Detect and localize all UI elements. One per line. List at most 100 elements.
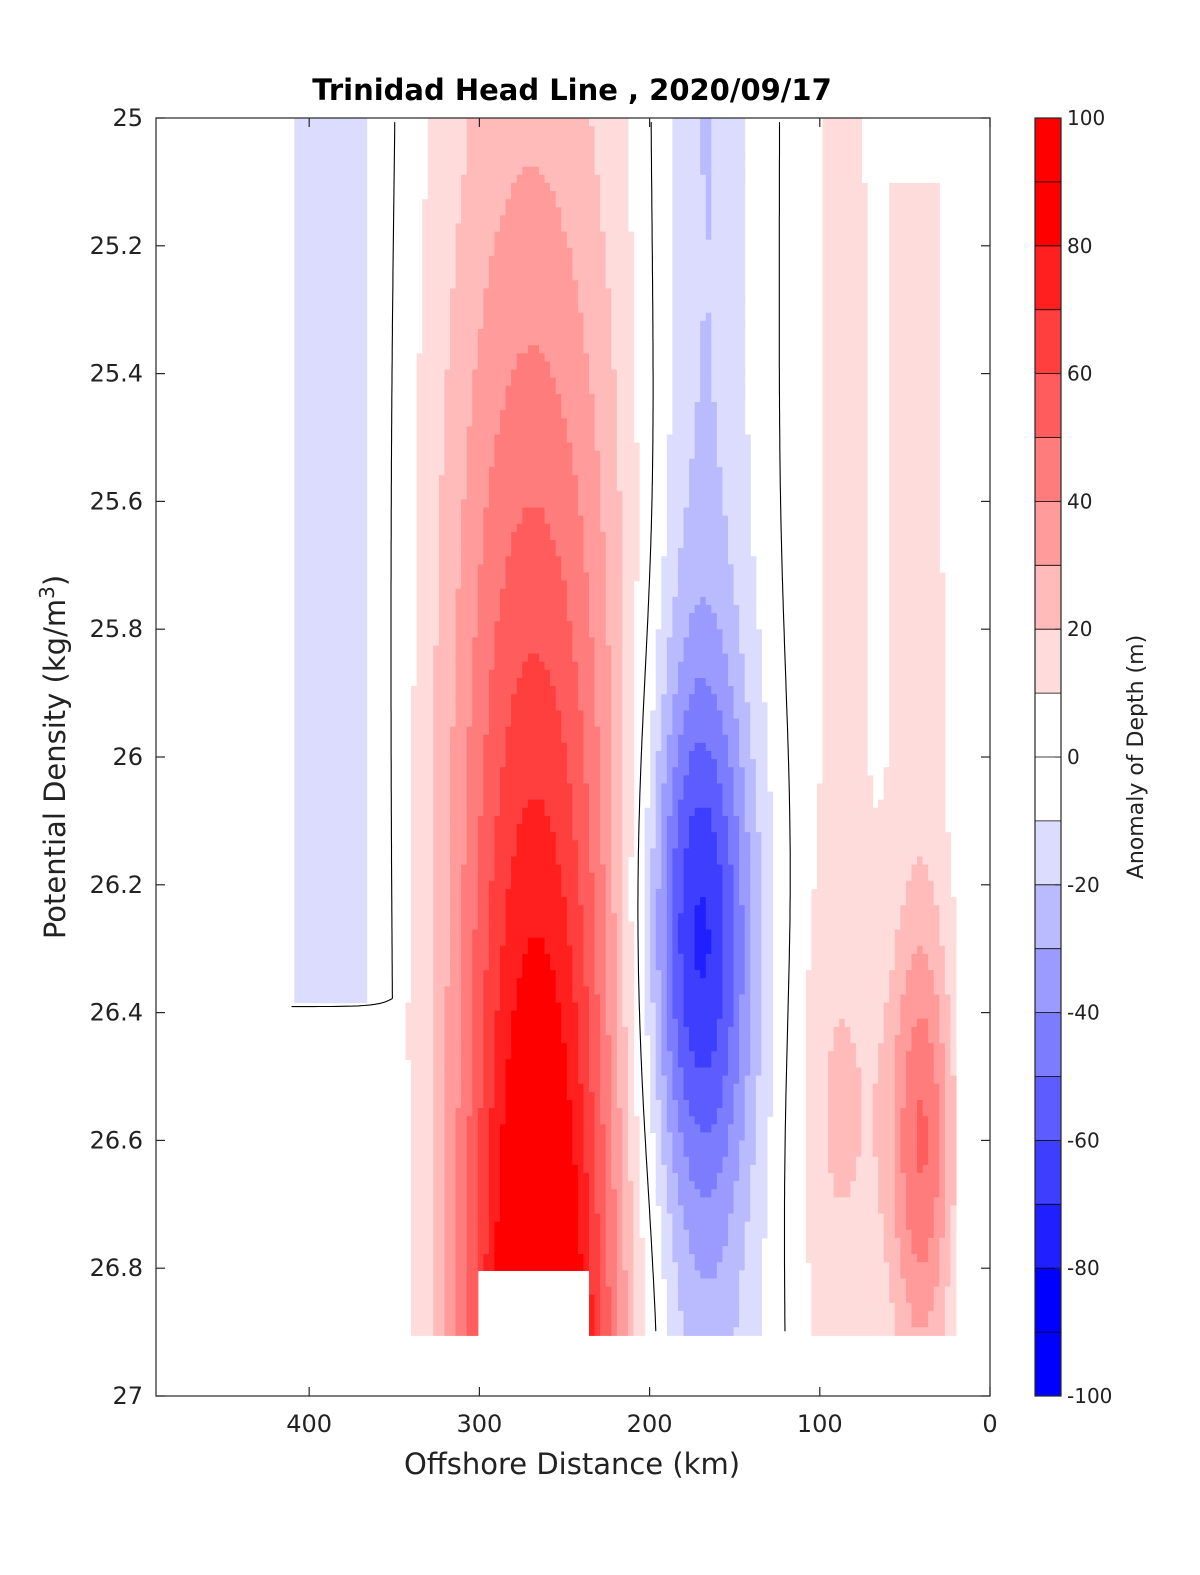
field-cell	[416, 442, 423, 452]
field-cell	[316, 239, 323, 249]
field-cell	[316, 304, 323, 314]
field-cell	[839, 150, 846, 160]
field-cell	[311, 223, 318, 233]
field-cell	[828, 402, 835, 411]
field-cell	[922, 499, 929, 509]
field-cell	[566, 247, 573, 257]
field-cell	[850, 466, 857, 476]
field-cell	[550, 580, 557, 590]
field-cell	[900, 353, 907, 363]
field-cell	[828, 158, 835, 168]
field-cell	[422, 499, 429, 509]
field-cell	[733, 458, 740, 468]
field-cell	[555, 402, 562, 411]
field-cell	[739, 410, 746, 419]
field-cell	[739, 580, 746, 590]
field-cell	[533, 369, 540, 379]
field-cell	[728, 288, 735, 298]
field-cell	[450, 329, 457, 338]
field-cell	[299, 475, 307, 484]
field-cell	[355, 604, 362, 614]
field-cell	[461, 458, 468, 468]
field-cell	[461, 369, 468, 379]
field-cell	[494, 361, 501, 371]
field-cell	[322, 296, 329, 306]
field-cell	[444, 304, 451, 314]
field-cell	[505, 207, 512, 216]
field-cell	[627, 361, 635, 371]
field-cell	[544, 231, 551, 241]
field-cell	[900, 264, 907, 273]
field-cell	[422, 458, 429, 468]
field-cell	[705, 556, 712, 565]
field-cell	[461, 596, 468, 606]
field-cell	[444, 564, 451, 574]
field-cell	[600, 199, 607, 208]
field-cell	[566, 580, 573, 590]
field-cell	[894, 450, 901, 460]
field-cell	[928, 564, 935, 574]
field-cell	[450, 126, 457, 135]
field-cell	[488, 369, 496, 379]
field-cell	[922, 507, 929, 517]
field-cell	[911, 337, 918, 346]
field-cell	[516, 466, 523, 476]
field-cell	[338, 483, 345, 492]
field-cell	[349, 182, 357, 192]
field-cell	[561, 418, 568, 427]
field-cell	[438, 491, 446, 501]
field-cell	[689, 377, 696, 387]
field-cell	[933, 182, 940, 192]
field-cell	[511, 231, 518, 241]
field-cell	[728, 158, 735, 168]
field-cell	[311, 499, 318, 509]
field-cell	[316, 337, 323, 346]
field-cell	[850, 580, 857, 590]
field-cell	[694, 296, 701, 306]
field-cell	[361, 377, 368, 387]
field-cell	[689, 385, 696, 395]
field-cell	[466, 223, 473, 233]
field-cell	[700, 491, 707, 501]
field-cell	[488, 604, 496, 614]
field-cell	[422, 385, 429, 395]
field-cell	[427, 450, 434, 460]
field-cell	[294, 613, 301, 622]
field-cell	[855, 255, 863, 265]
field-cell	[900, 329, 907, 338]
field-cell	[427, 199, 434, 208]
field-cell	[689, 264, 696, 273]
field-cell	[677, 548, 685, 557]
field-cell	[700, 369, 707, 379]
field-cell	[561, 564, 568, 574]
field-cell	[305, 564, 312, 574]
field-cell	[844, 588, 851, 598]
field-cell	[311, 182, 318, 192]
field-cell	[583, 158, 590, 168]
field-cell	[527, 239, 534, 249]
field-cell	[527, 369, 534, 379]
field-cell	[483, 337, 490, 346]
field-cell	[427, 353, 434, 363]
field-cell	[455, 531, 462, 541]
field-cell	[694, 247, 701, 257]
field-cell	[855, 596, 863, 606]
field-cell	[444, 523, 451, 533]
field-cell	[327, 223, 334, 233]
field-cell	[361, 572, 368, 582]
field-cell	[844, 572, 851, 582]
field-cell	[316, 434, 323, 444]
field-cell	[294, 556, 301, 565]
field-cell	[839, 255, 846, 265]
field-cell	[522, 466, 529, 476]
field-cell	[905, 596, 913, 606]
field-cell	[561, 475, 568, 484]
field-cell	[433, 523, 440, 533]
field-cell	[666, 450, 673, 460]
field-cell	[355, 166, 362, 176]
field-cell	[683, 499, 690, 509]
field-cell	[477, 296, 484, 306]
field-cell	[538, 337, 546, 346]
field-cell	[433, 434, 440, 444]
field-cell	[672, 304, 679, 314]
